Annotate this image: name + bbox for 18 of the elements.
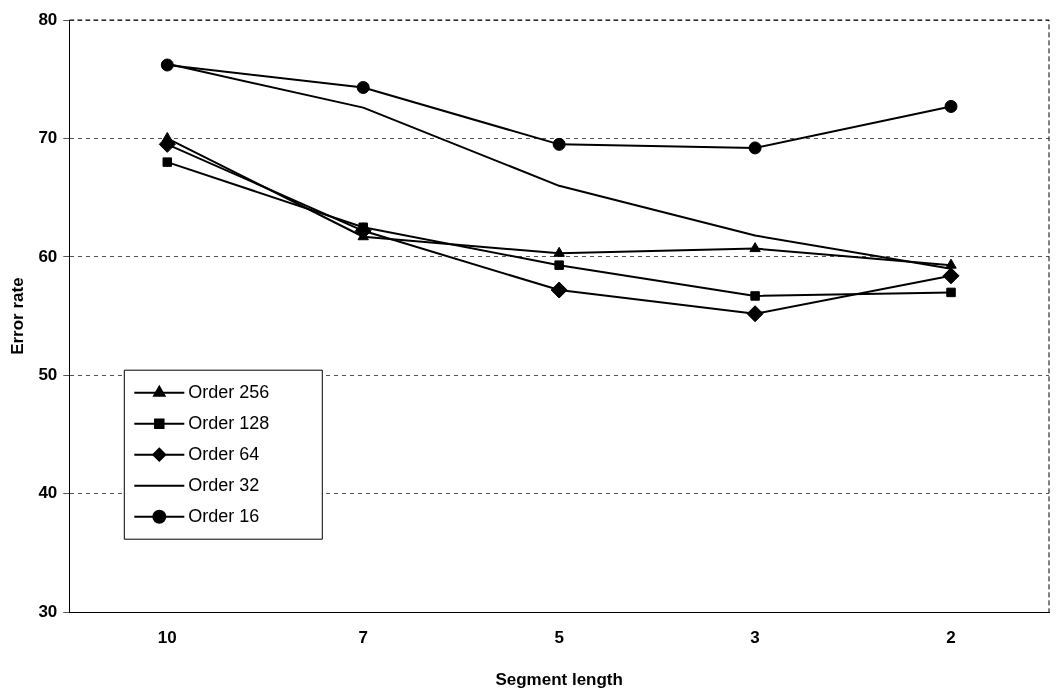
y-tick-label: 70 xyxy=(38,128,58,148)
legend-label: Order 32 xyxy=(188,474,260,495)
legend-label: Order 128 xyxy=(188,412,270,433)
legend-label: Order 16 xyxy=(188,505,260,526)
x-tick-label: 5 xyxy=(554,628,564,648)
x-axis-title: Segment length xyxy=(495,670,623,690)
y-tick-label: 50 xyxy=(38,365,58,385)
y-tick-label: 80 xyxy=(38,9,58,29)
x-tick-label: 7 xyxy=(358,628,368,648)
y-tick-label: 40 xyxy=(38,483,58,503)
y-tick-label: 30 xyxy=(38,601,58,621)
legend-label: Order 64 xyxy=(188,443,260,464)
x-tick-label: 10 xyxy=(157,628,177,648)
y-axis-title: Error rate xyxy=(7,277,27,355)
legend-label: Order 256 xyxy=(188,381,270,402)
y-tick-label: 60 xyxy=(38,246,58,266)
x-tick-label: 2 xyxy=(946,628,956,648)
x-tick-label: 3 xyxy=(750,628,760,648)
